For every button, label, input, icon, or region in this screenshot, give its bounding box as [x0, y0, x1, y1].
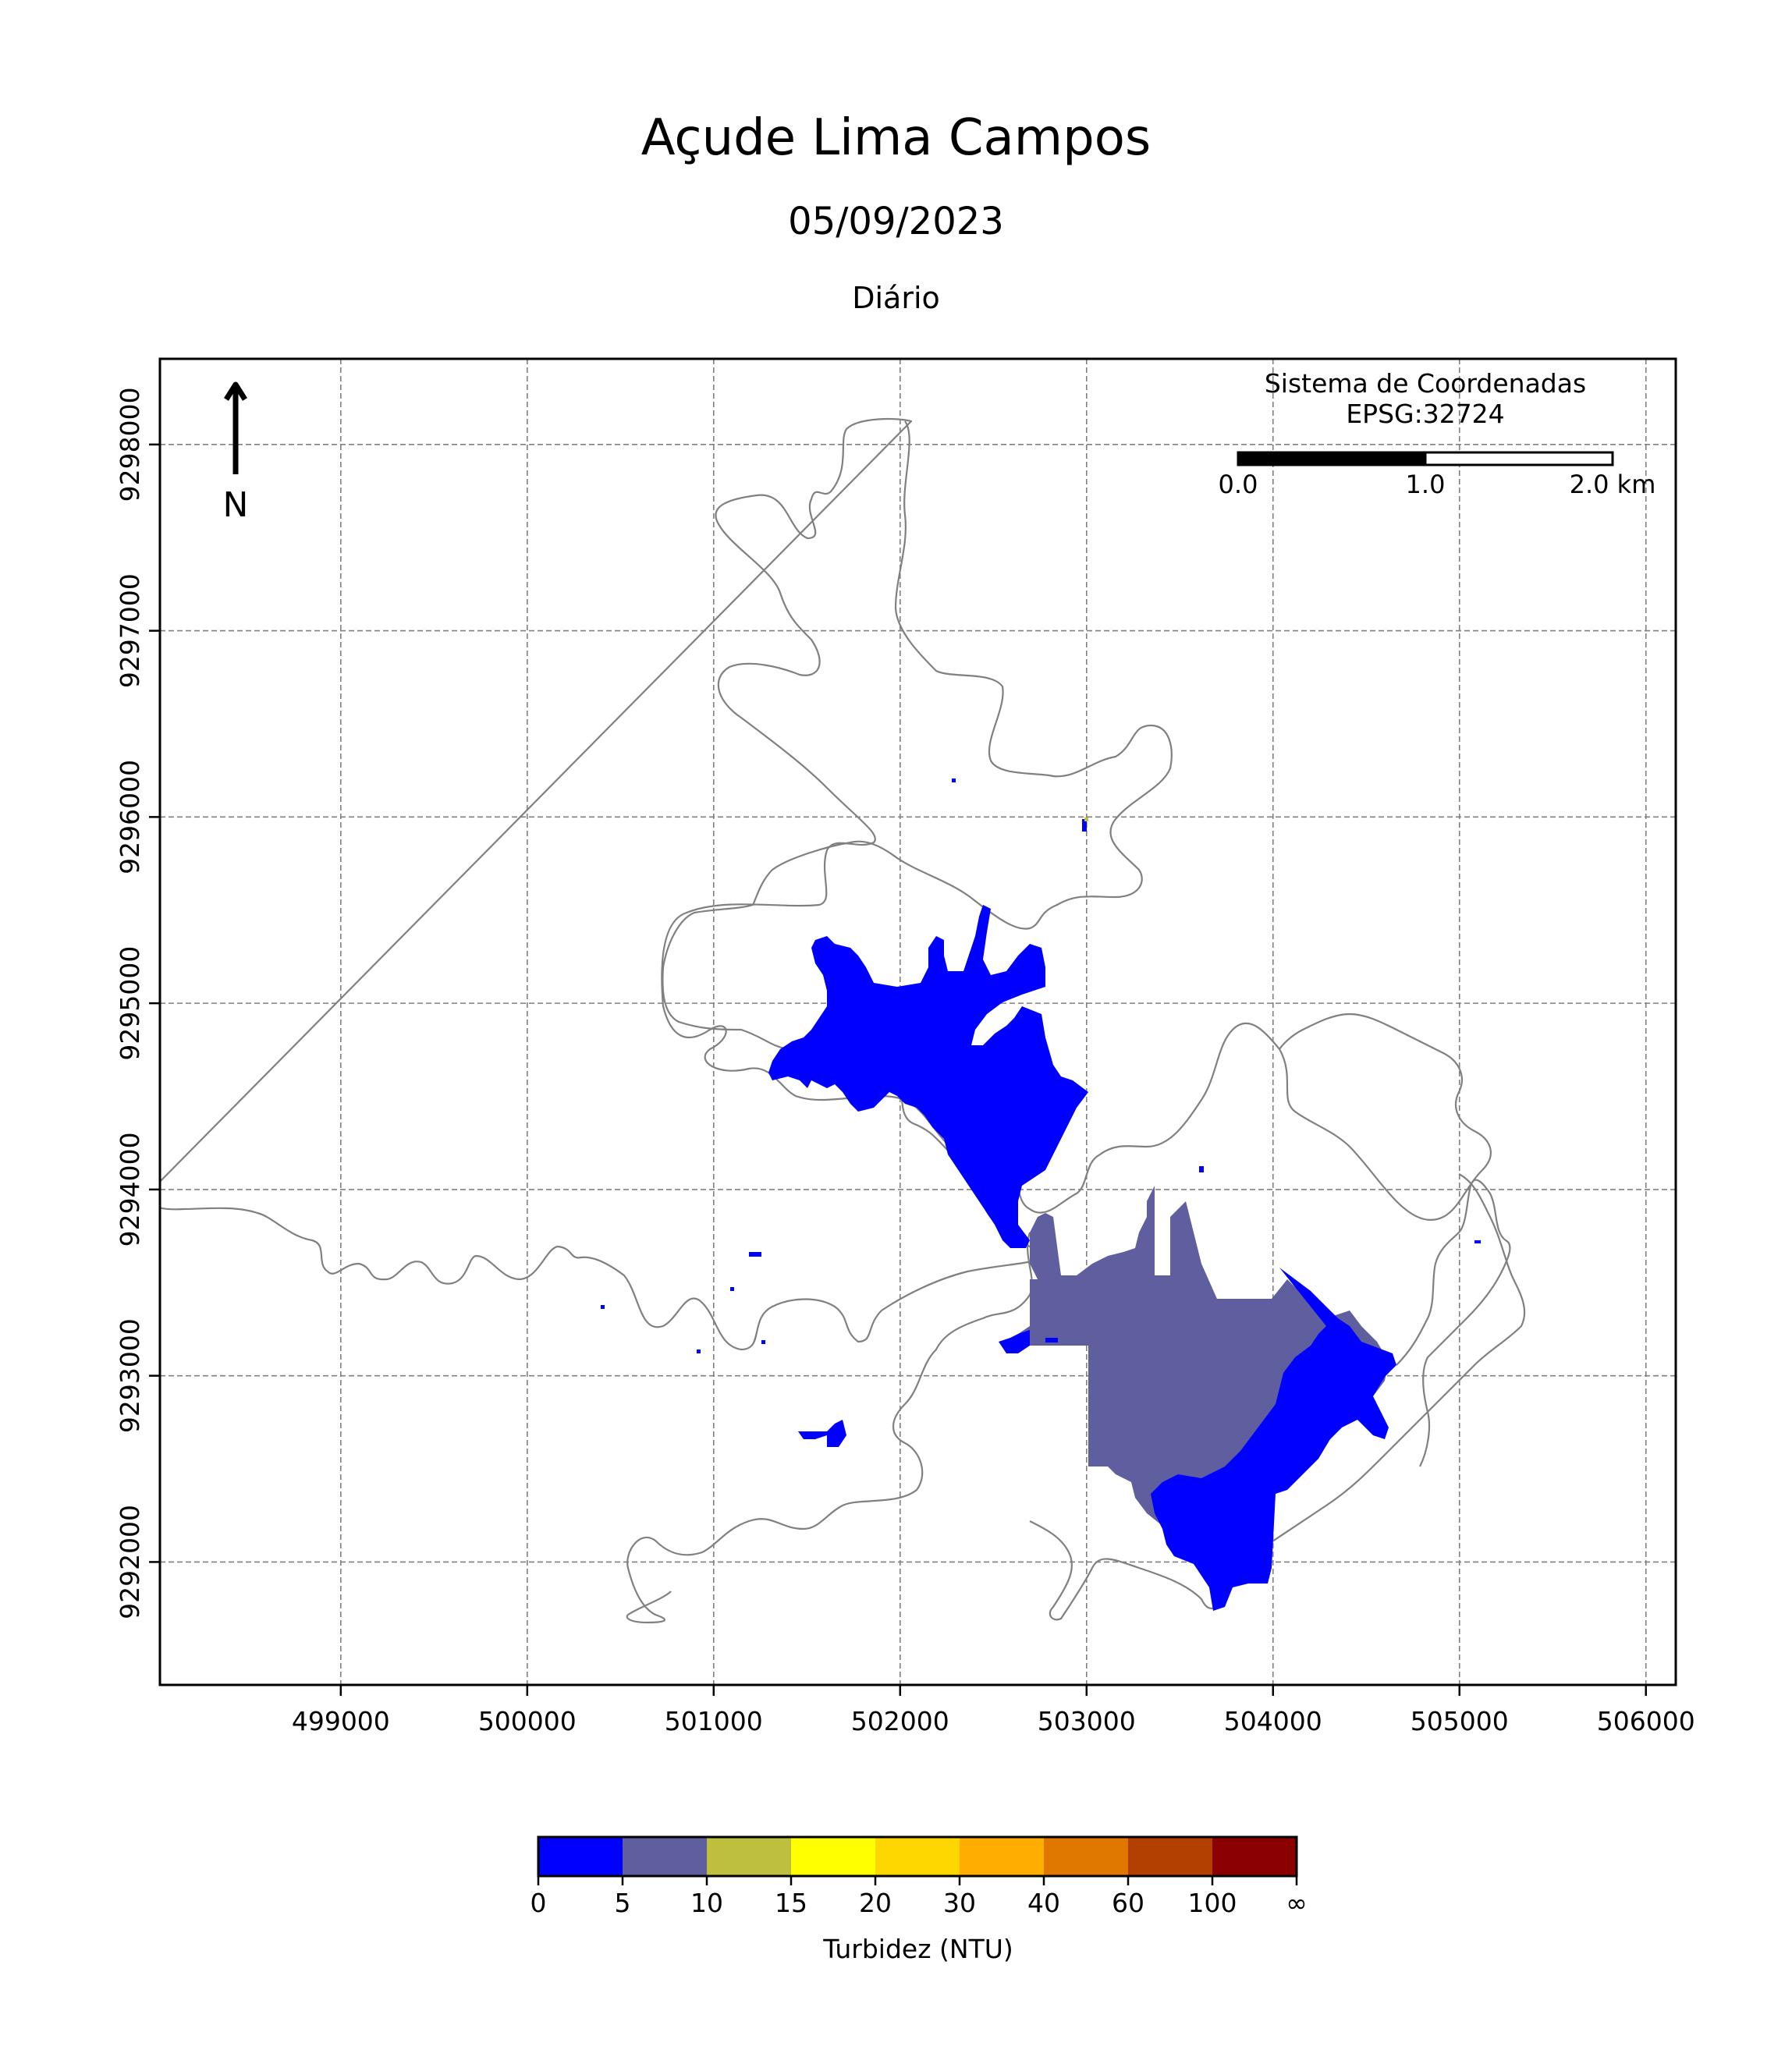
colorbar-tick-label: 60 [1112, 1888, 1144, 1918]
x-axis: 499000 500000 501000 502000 503000 504000 5050… [292, 1685, 1695, 1736]
north-label: N [223, 485, 249, 525]
colorbar-tick-label: 30 [943, 1888, 976, 1918]
colorbar-tick-label: ∞ [1286, 1888, 1308, 1918]
map-title: Açude Lima Campos [641, 109, 1151, 167]
colorbar-tick-label: 15 [775, 1888, 807, 1918]
map-date: 05/09/2023 [788, 200, 1004, 243]
scale-label-0: 0.0 [1219, 470, 1258, 499]
colorbar-tick-label: 20 [859, 1888, 892, 1918]
map-content [160, 417, 1526, 1624]
colorbar-tick-label: 0 [531, 1888, 547, 1918]
colorbar-tick-label: 5 [615, 1888, 631, 1918]
reservoir-outline-main [662, 420, 1173, 1214]
colorbar-swatch [538, 1837, 623, 1876]
y-tick-label: 9298000 [115, 387, 145, 502]
x-tick-label: 500000 [478, 1706, 577, 1736]
x-tick-label: 501000 [665, 1706, 763, 1736]
y-tick-label: 9295000 [115, 946, 145, 1061]
y-tick-label: 9293000 [115, 1318, 145, 1433]
x-tick-label: 499000 [292, 1706, 390, 1736]
colorbar-swatch [1212, 1837, 1297, 1876]
turbidity-low-north [768, 905, 1088, 1248]
turbidity-medium-south-core [1018, 1279, 1088, 1346]
colorbar-swatch [707, 1837, 792, 1876]
turbidity-medium-south [1030, 1186, 1389, 1576]
scale-label-1: 1.0 [1406, 470, 1446, 499]
colorbar-tick-label: 40 [1027, 1888, 1060, 1918]
y-tick-label: 9294000 [115, 1132, 145, 1247]
colorbar: 0 5 10 15 20 30 40 60 100 ∞ [531, 1835, 1308, 1918]
x-tick-label: 506000 [1597, 1706, 1695, 1736]
map-frame [158, 357, 1677, 1686]
colorbar-tick-label: 10 [690, 1888, 723, 1918]
x-tick-label: 505000 [1411, 1706, 1509, 1736]
map-period: Diário [852, 281, 940, 315]
y-tick-label: 9292000 [115, 1505, 145, 1619]
scale-bar: 0.0 1.0 2.0 km [1219, 451, 1656, 499]
x-tick-label: 504000 [1224, 1706, 1322, 1736]
colorbar-swatch [960, 1837, 1045, 1876]
colorbar-label: Turbidez (NTU) [822, 1934, 1013, 1964]
turbidity-low-mid-patch [999, 1330, 1030, 1353]
coordinate-system-box: Sistema de Coordenadas EPSG:32724 [1265, 368, 1586, 429]
colorbar-swatch [791, 1837, 876, 1876]
x-tick-label: 503000 [1038, 1706, 1136, 1736]
scale-label-2: 2.0 km [1570, 470, 1656, 499]
colorbar-tick-label: 100 [1188, 1888, 1237, 1918]
north-arrow: N [223, 381, 249, 525]
reservoir-outline [160, 417, 1047, 1351]
y-axis: 9292000 9293000 9294000 9295000 9296000 92970… [115, 387, 160, 1619]
colorbar-swatch [1128, 1837, 1213, 1876]
turbidity-low-south [1151, 1268, 1396, 1611]
crs-line1: Sistema de Coordenadas [1265, 368, 1586, 399]
y-tick-label: 9296000 [115, 760, 145, 874]
reservoir-outline-right-arm [1396, 1179, 1511, 1467]
reservoir-outline-south [626, 1232, 1033, 1624]
colorbar-swatch [623, 1837, 708, 1876]
colorbar-swatch [1044, 1837, 1129, 1876]
colorbar-swatch [875, 1837, 960, 1876]
turbidity-low-west-patch [798, 1420, 846, 1447]
crs-line2: EPSG:32724 [1346, 399, 1504, 429]
north-arrow-icon [224, 381, 247, 401]
x-tick-label: 502000 [851, 1706, 949, 1736]
y-tick-label: 9297000 [115, 573, 145, 688]
